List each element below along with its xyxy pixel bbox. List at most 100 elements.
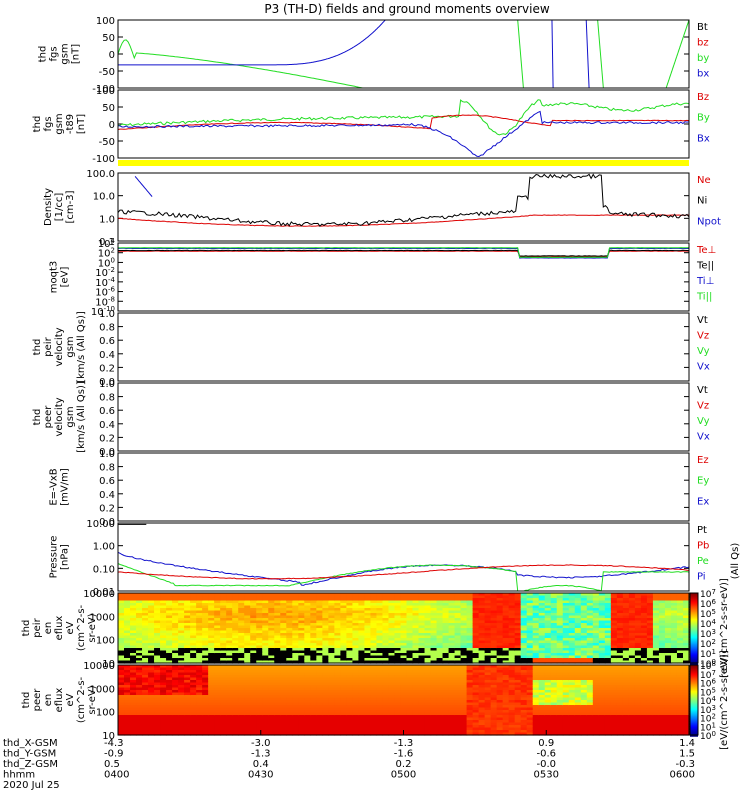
spectrogram-cell: [574, 615, 582, 619]
spectrogram-cell: [184, 600, 191, 604]
spectrogram-cell: [328, 598, 335, 602]
spectrogram-cell: [370, 605, 378, 609]
spectrogram-cell: [268, 645, 275, 649]
spectrogram-cell: [238, 670, 245, 674]
spectrogram-cell: [262, 638, 269, 642]
spectrogram-cell: [340, 680, 347, 684]
spectrogram-cell: [676, 620, 684, 624]
spectrogram-cell: [142, 660, 149, 664]
spectrogram-cell: [166, 620, 173, 624]
quality-flag-bar: [118, 160, 689, 166]
spectrogram-cell: [202, 643, 209, 647]
spectrogram-cell: [346, 595, 354, 599]
spectrogram-cell: [292, 640, 299, 644]
spectrogram-cell: [400, 682, 408, 686]
spectrogram-cell: [256, 670, 263, 674]
spectrogram-cell: [658, 605, 666, 609]
spectrogram-cell: [466, 685, 474, 689]
spectrogram-cell: [286, 707, 293, 711]
colorbar-label: [eV/(cm^2-s-sr-eV)]: [719, 650, 730, 750]
spectrogram-cell: [526, 650, 534, 654]
spectrogram-cell: [232, 700, 239, 704]
spectrogram-cell: [220, 732, 227, 736]
spectrogram-cell: [250, 598, 257, 602]
spectrogram-cell: [274, 715, 281, 719]
spectrogram-cell: [244, 667, 251, 671]
spectrogram-cell: [682, 608, 690, 612]
spectrogram-cell: [532, 633, 540, 637]
spectrogram-cell: [568, 660, 576, 664]
spectrogram-cell: [394, 727, 402, 731]
spectrogram-cell: [346, 628, 354, 632]
spectrogram-cell: [220, 628, 227, 632]
series-Pe: [117, 563, 690, 592]
spectrogram-cell: [400, 630, 408, 634]
spectrogram-cell: [436, 730, 444, 734]
spectrogram-cell: [136, 630, 143, 634]
spectrogram-cell: [304, 600, 311, 604]
spectrogram-cell: [508, 692, 516, 696]
spectrogram-cell: [238, 625, 245, 629]
spectrogram-cell: [280, 680, 287, 684]
spectrogram-cell: [208, 633, 215, 637]
spectrogram-cell: [118, 730, 125, 734]
spectrogram-cell: [316, 600, 323, 604]
spectrogram-cell: [292, 675, 299, 679]
spectrogram-cell: [196, 680, 203, 684]
spectrogram-cell: [616, 618, 624, 622]
spectrogram-cell: [592, 648, 600, 652]
spectrogram-cell: [340, 660, 347, 664]
spectrogram-cell: [616, 605, 624, 609]
spectrogram-cell: [502, 645, 510, 649]
spectrogram-cell: [340, 690, 347, 694]
spectrogram-cell: [460, 687, 468, 691]
spectrogram-cell: [448, 655, 456, 659]
colorbar-cell: [690, 697, 698, 699]
spectrogram-cell: [676, 653, 684, 657]
spectrogram-cell: [424, 700, 432, 704]
spectrogram-cell: [292, 648, 299, 652]
spectrogram-cell: [472, 685, 480, 689]
spectrogram-cell: [418, 643, 426, 647]
spectrogram-cell: [442, 630, 450, 634]
spectrogram-cell: [238, 635, 245, 639]
spectrogram-cell: [256, 625, 263, 629]
spectrogram-cell: [400, 603, 408, 607]
spectrogram-cell: [646, 658, 654, 662]
spectrogram-cell: [220, 685, 227, 689]
spectrogram-cell: [154, 638, 161, 642]
spectrogram-cell: [286, 655, 293, 659]
spectrogram-cell: [394, 682, 402, 686]
spectrogram-cell: [424, 702, 432, 706]
spectrogram-cell: [298, 730, 305, 734]
spectrogram-cell: [346, 603, 354, 607]
spectrogram-cell: [502, 725, 510, 729]
spectrogram-cell: [286, 610, 293, 614]
spectrogram-cell: [160, 595, 167, 599]
spectrogram-cell: [526, 730, 534, 734]
spectrogram-cell: [472, 598, 480, 602]
spectrogram-cell: [130, 620, 137, 624]
spectrogram-cell: [682, 605, 690, 609]
spectrogram-cell: [406, 732, 414, 736]
spectrogram-cell: [184, 712, 191, 716]
spectrogram-cell: [262, 687, 269, 691]
series-bx: [118, 19, 386, 66]
colorbar-cell: [690, 700, 698, 703]
spectrogram-cell: [526, 615, 534, 619]
spectrogram-cell: [484, 643, 492, 647]
spectrogram-cell: [190, 643, 197, 647]
spectrogram-cell: [244, 702, 251, 706]
spectrogram-cell: [358, 675, 366, 679]
spectrogram-cell: [394, 638, 402, 642]
spectrogram-cell: [604, 660, 612, 664]
spectrogram-cell: [460, 677, 468, 681]
spectrogram-cell: [616, 658, 624, 662]
spectrogram-cell: [514, 615, 522, 619]
spectrogram-cell: [526, 598, 534, 602]
spectrogram-cell: [646, 630, 654, 634]
spectrogram-cell: [640, 598, 648, 602]
spectrogram-cell: [178, 593, 185, 597]
spectrogram-cell: [466, 638, 474, 642]
colorbar-cell: [690, 633, 698, 636]
